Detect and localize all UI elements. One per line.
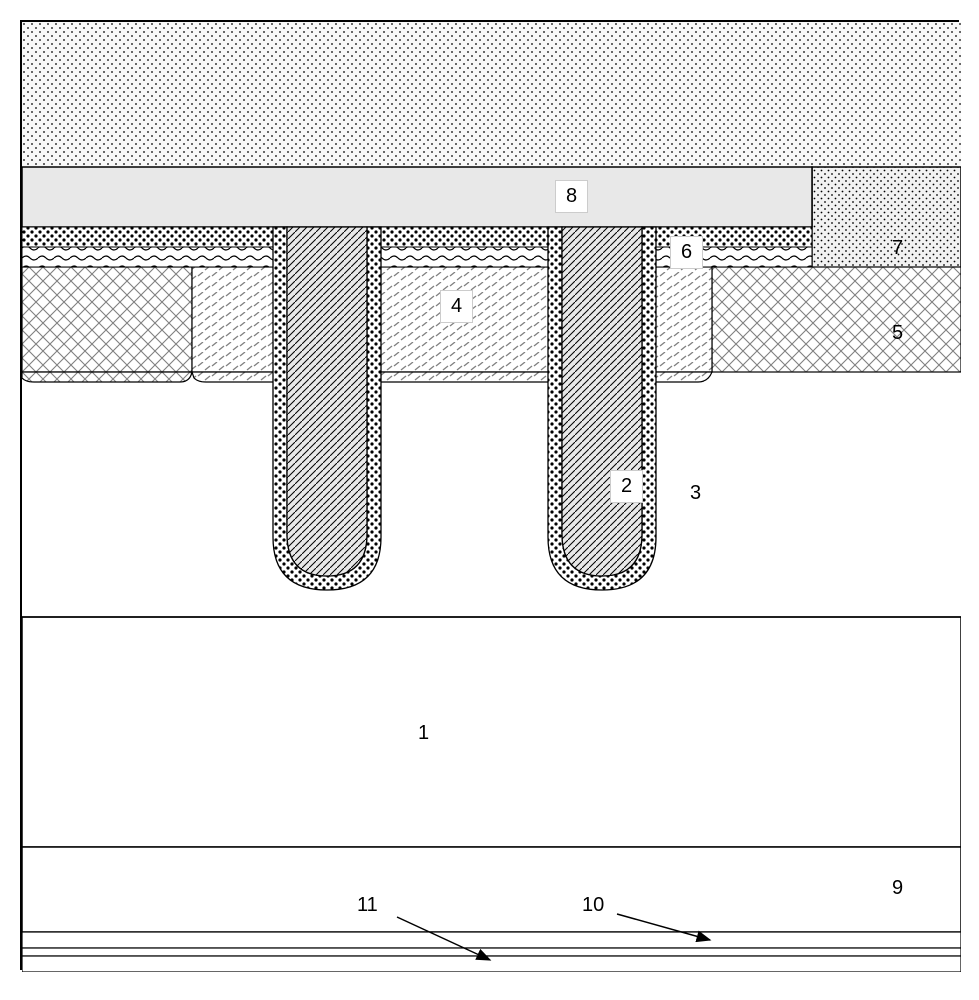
label-4: 4 (440, 290, 473, 323)
label-11: 11 (357, 894, 378, 917)
region-2 (562, 227, 642, 576)
region-9 (22, 847, 961, 932)
layer-11-lower (22, 956, 961, 972)
trench-1 (273, 227, 381, 590)
region-8 (22, 167, 812, 227)
region-1 (22, 617, 961, 847)
region-2-left (287, 227, 367, 576)
label-9: 9 (892, 877, 903, 900)
cross-section-diagram: 1 2 3 4 5 6 7 8 9 10 11 (20, 20, 959, 970)
label-5: 5 (892, 322, 903, 345)
region-5 (712, 267, 961, 372)
label-6: 6 (670, 236, 703, 269)
diagram-svg (22, 22, 961, 972)
top-dotted-layer (22, 22, 961, 167)
layer-11-upper (22, 948, 961, 956)
label-8: 8 (555, 180, 588, 213)
label-3: 3 (690, 482, 701, 505)
crosshatch-left (22, 267, 192, 372)
label-10: 10 (582, 894, 604, 917)
label-7: 7 (892, 237, 903, 260)
label-2: 2 (610, 470, 643, 503)
trench-2 (548, 227, 656, 590)
layer-10 (22, 932, 961, 948)
label-1: 1 (418, 722, 429, 745)
